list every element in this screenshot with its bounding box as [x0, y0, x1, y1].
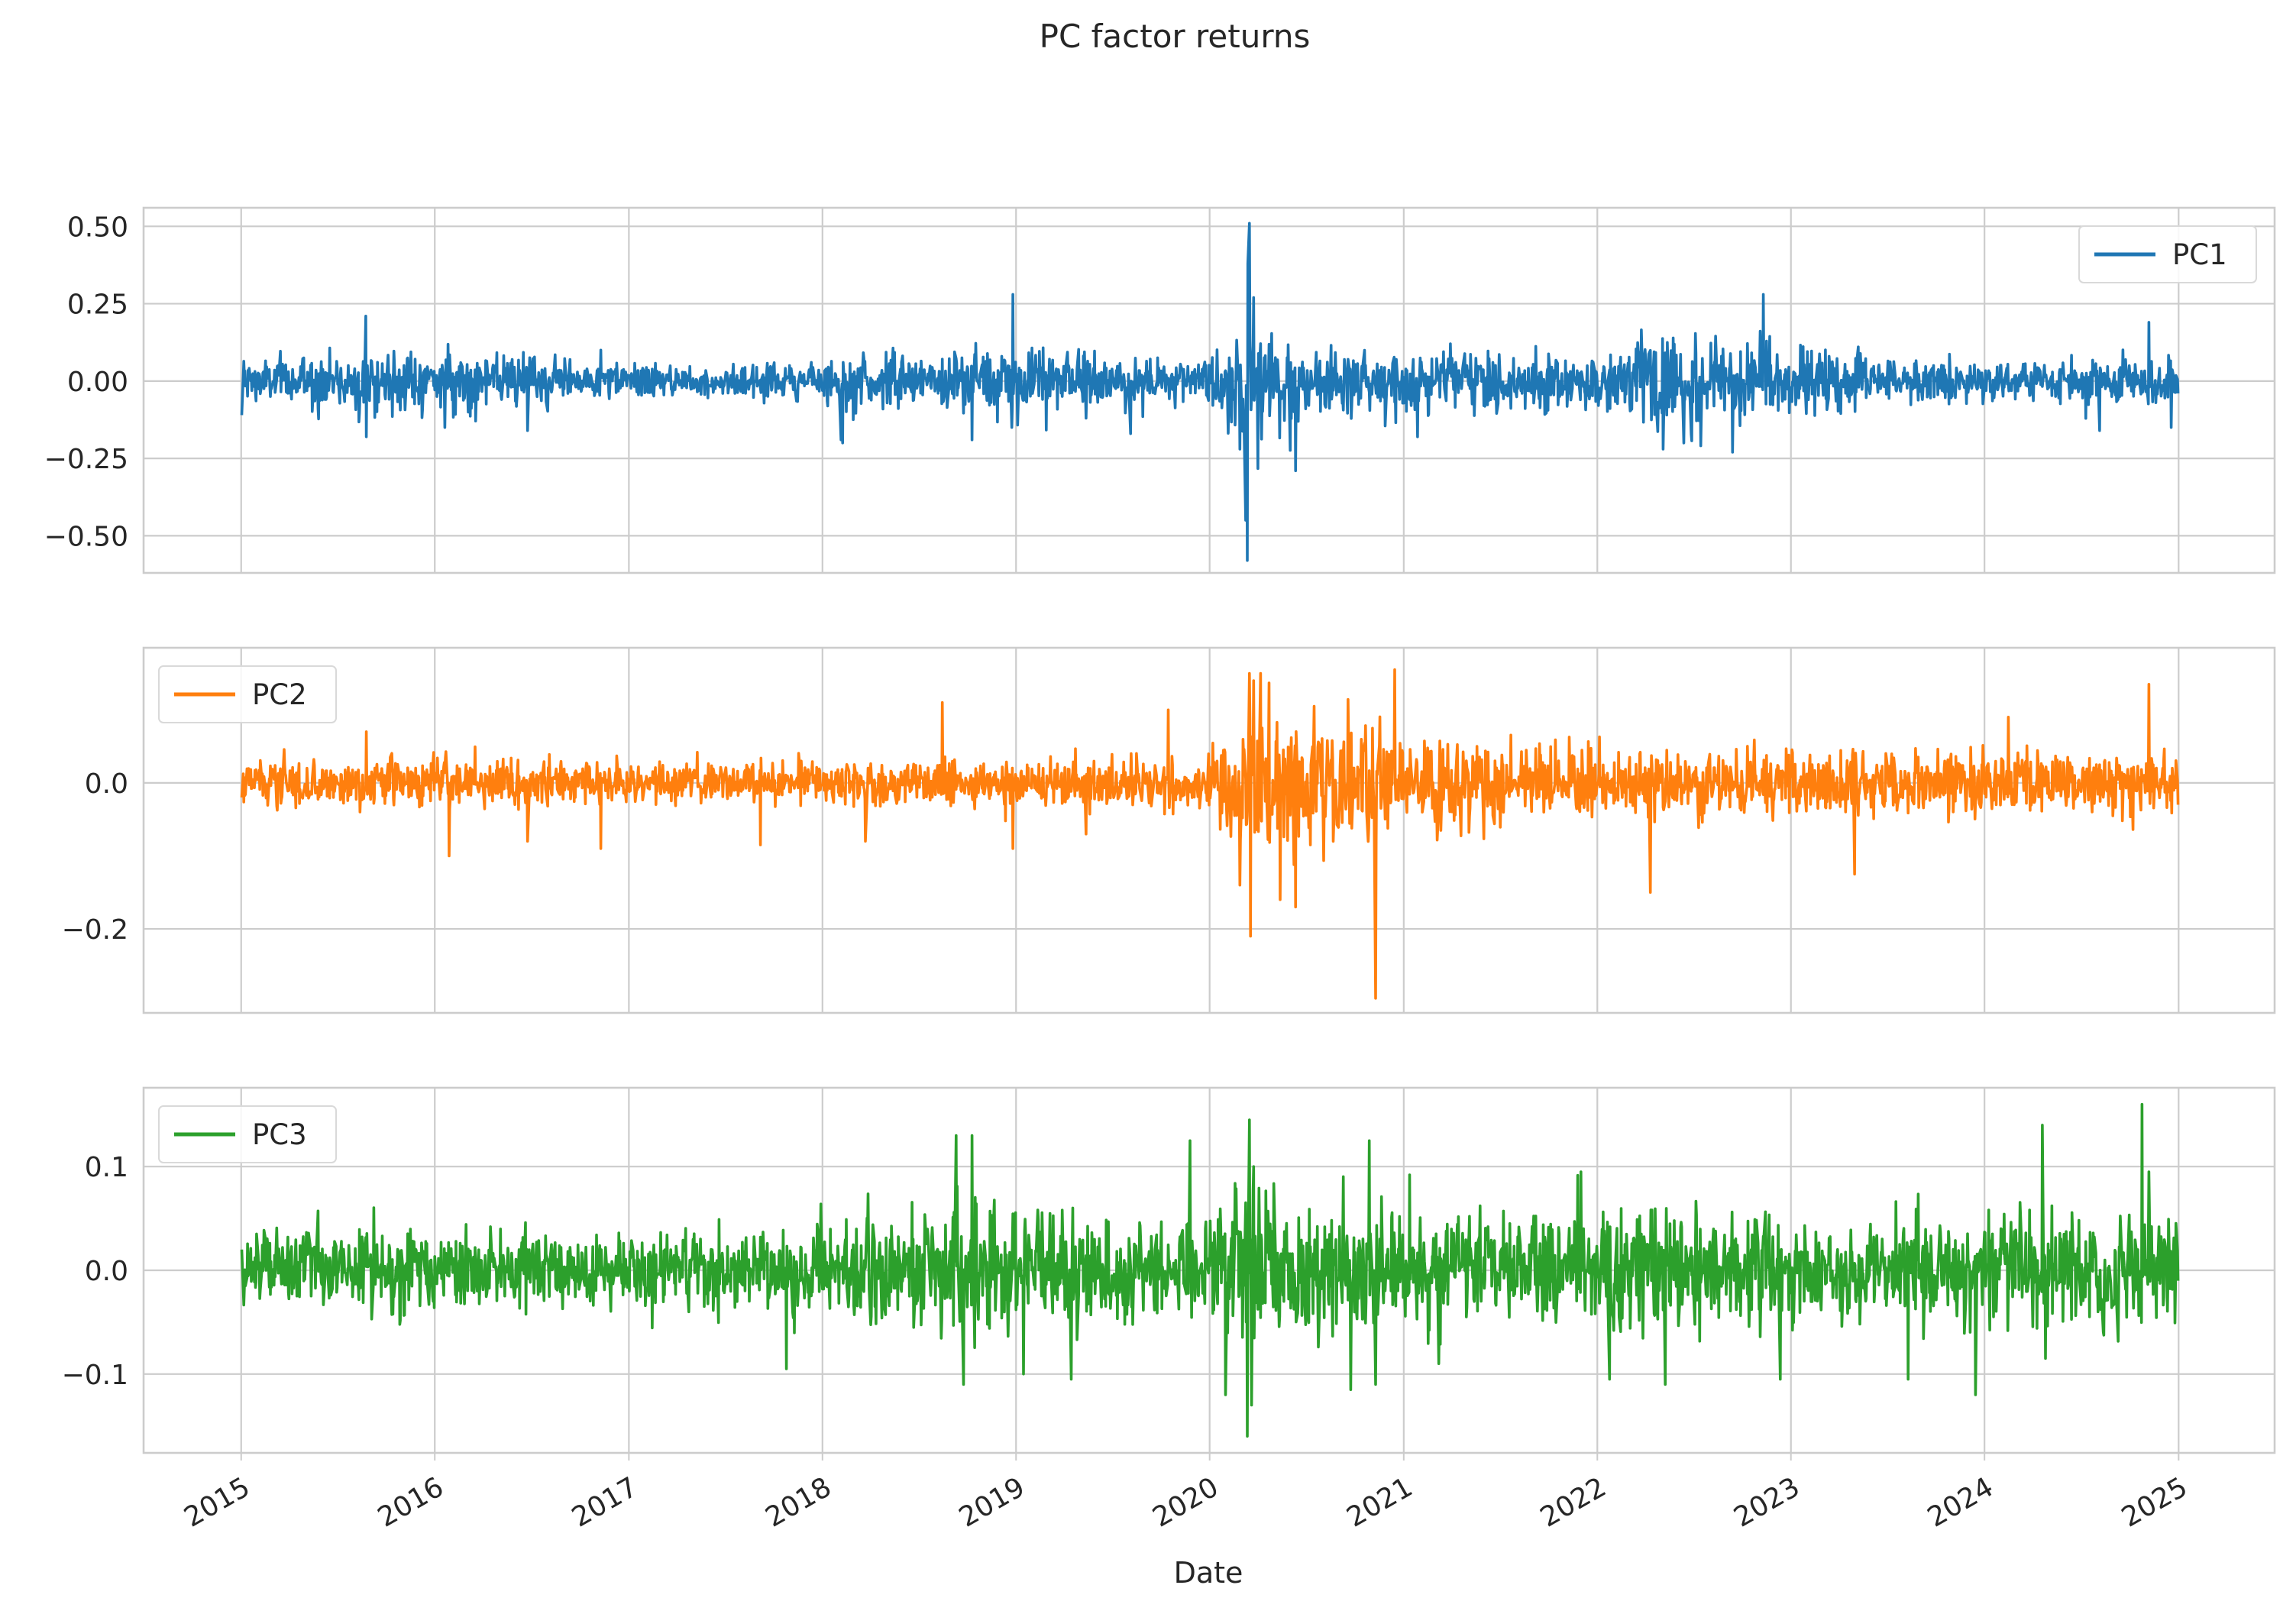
axes-frame: [142, 206, 2276, 574]
axes-frame: [142, 646, 2276, 1014]
y-tick-label: 0.25: [67, 290, 128, 321]
legend-box: [2078, 225, 2257, 283]
legend-box: [158, 665, 337, 723]
panel-pc2: −0.2 0.0 PC2: [62, 646, 2276, 1014]
y-tick-label: −0.1: [62, 1360, 128, 1391]
series-line-pc2: [240, 668, 2180, 1000]
legend: PC1: [2078, 225, 2257, 283]
y-tick-label: −0.2: [62, 914, 128, 946]
y-tick-label: 0.50: [67, 212, 128, 243]
panel-pc1: −0.50 −0.25 0.00 0.25 0.50 PC1: [44, 206, 2276, 574]
legend-label: PC1: [2172, 238, 2227, 271]
series-line-pc1: [240, 222, 2180, 562]
legend-box: [158, 1105, 337, 1163]
y-tick-label: −0.25: [44, 444, 128, 475]
legend-label: PC3: [252, 1118, 307, 1151]
y-tick-label: 0.0: [85, 768, 128, 800]
x-axis-label: Date: [1174, 1556, 1243, 1590]
y-tick-label: 0.0: [85, 1256, 128, 1287]
panel-pc3: −0.1 0.0 0.1 PC3: [62, 1086, 2276, 1454]
y-tick-label: 0.00: [67, 367, 128, 398]
y-tick-label: 0.1: [85, 1152, 128, 1183]
y-tick-label: −0.50: [44, 521, 128, 552]
legend: PC3: [158, 1105, 337, 1163]
figure-title: PC factor returns: [1040, 18, 1311, 55]
legend: PC2: [158, 665, 337, 723]
series-line-pc3: [240, 1102, 2180, 1438]
legend-label: PC2: [252, 678, 307, 711]
